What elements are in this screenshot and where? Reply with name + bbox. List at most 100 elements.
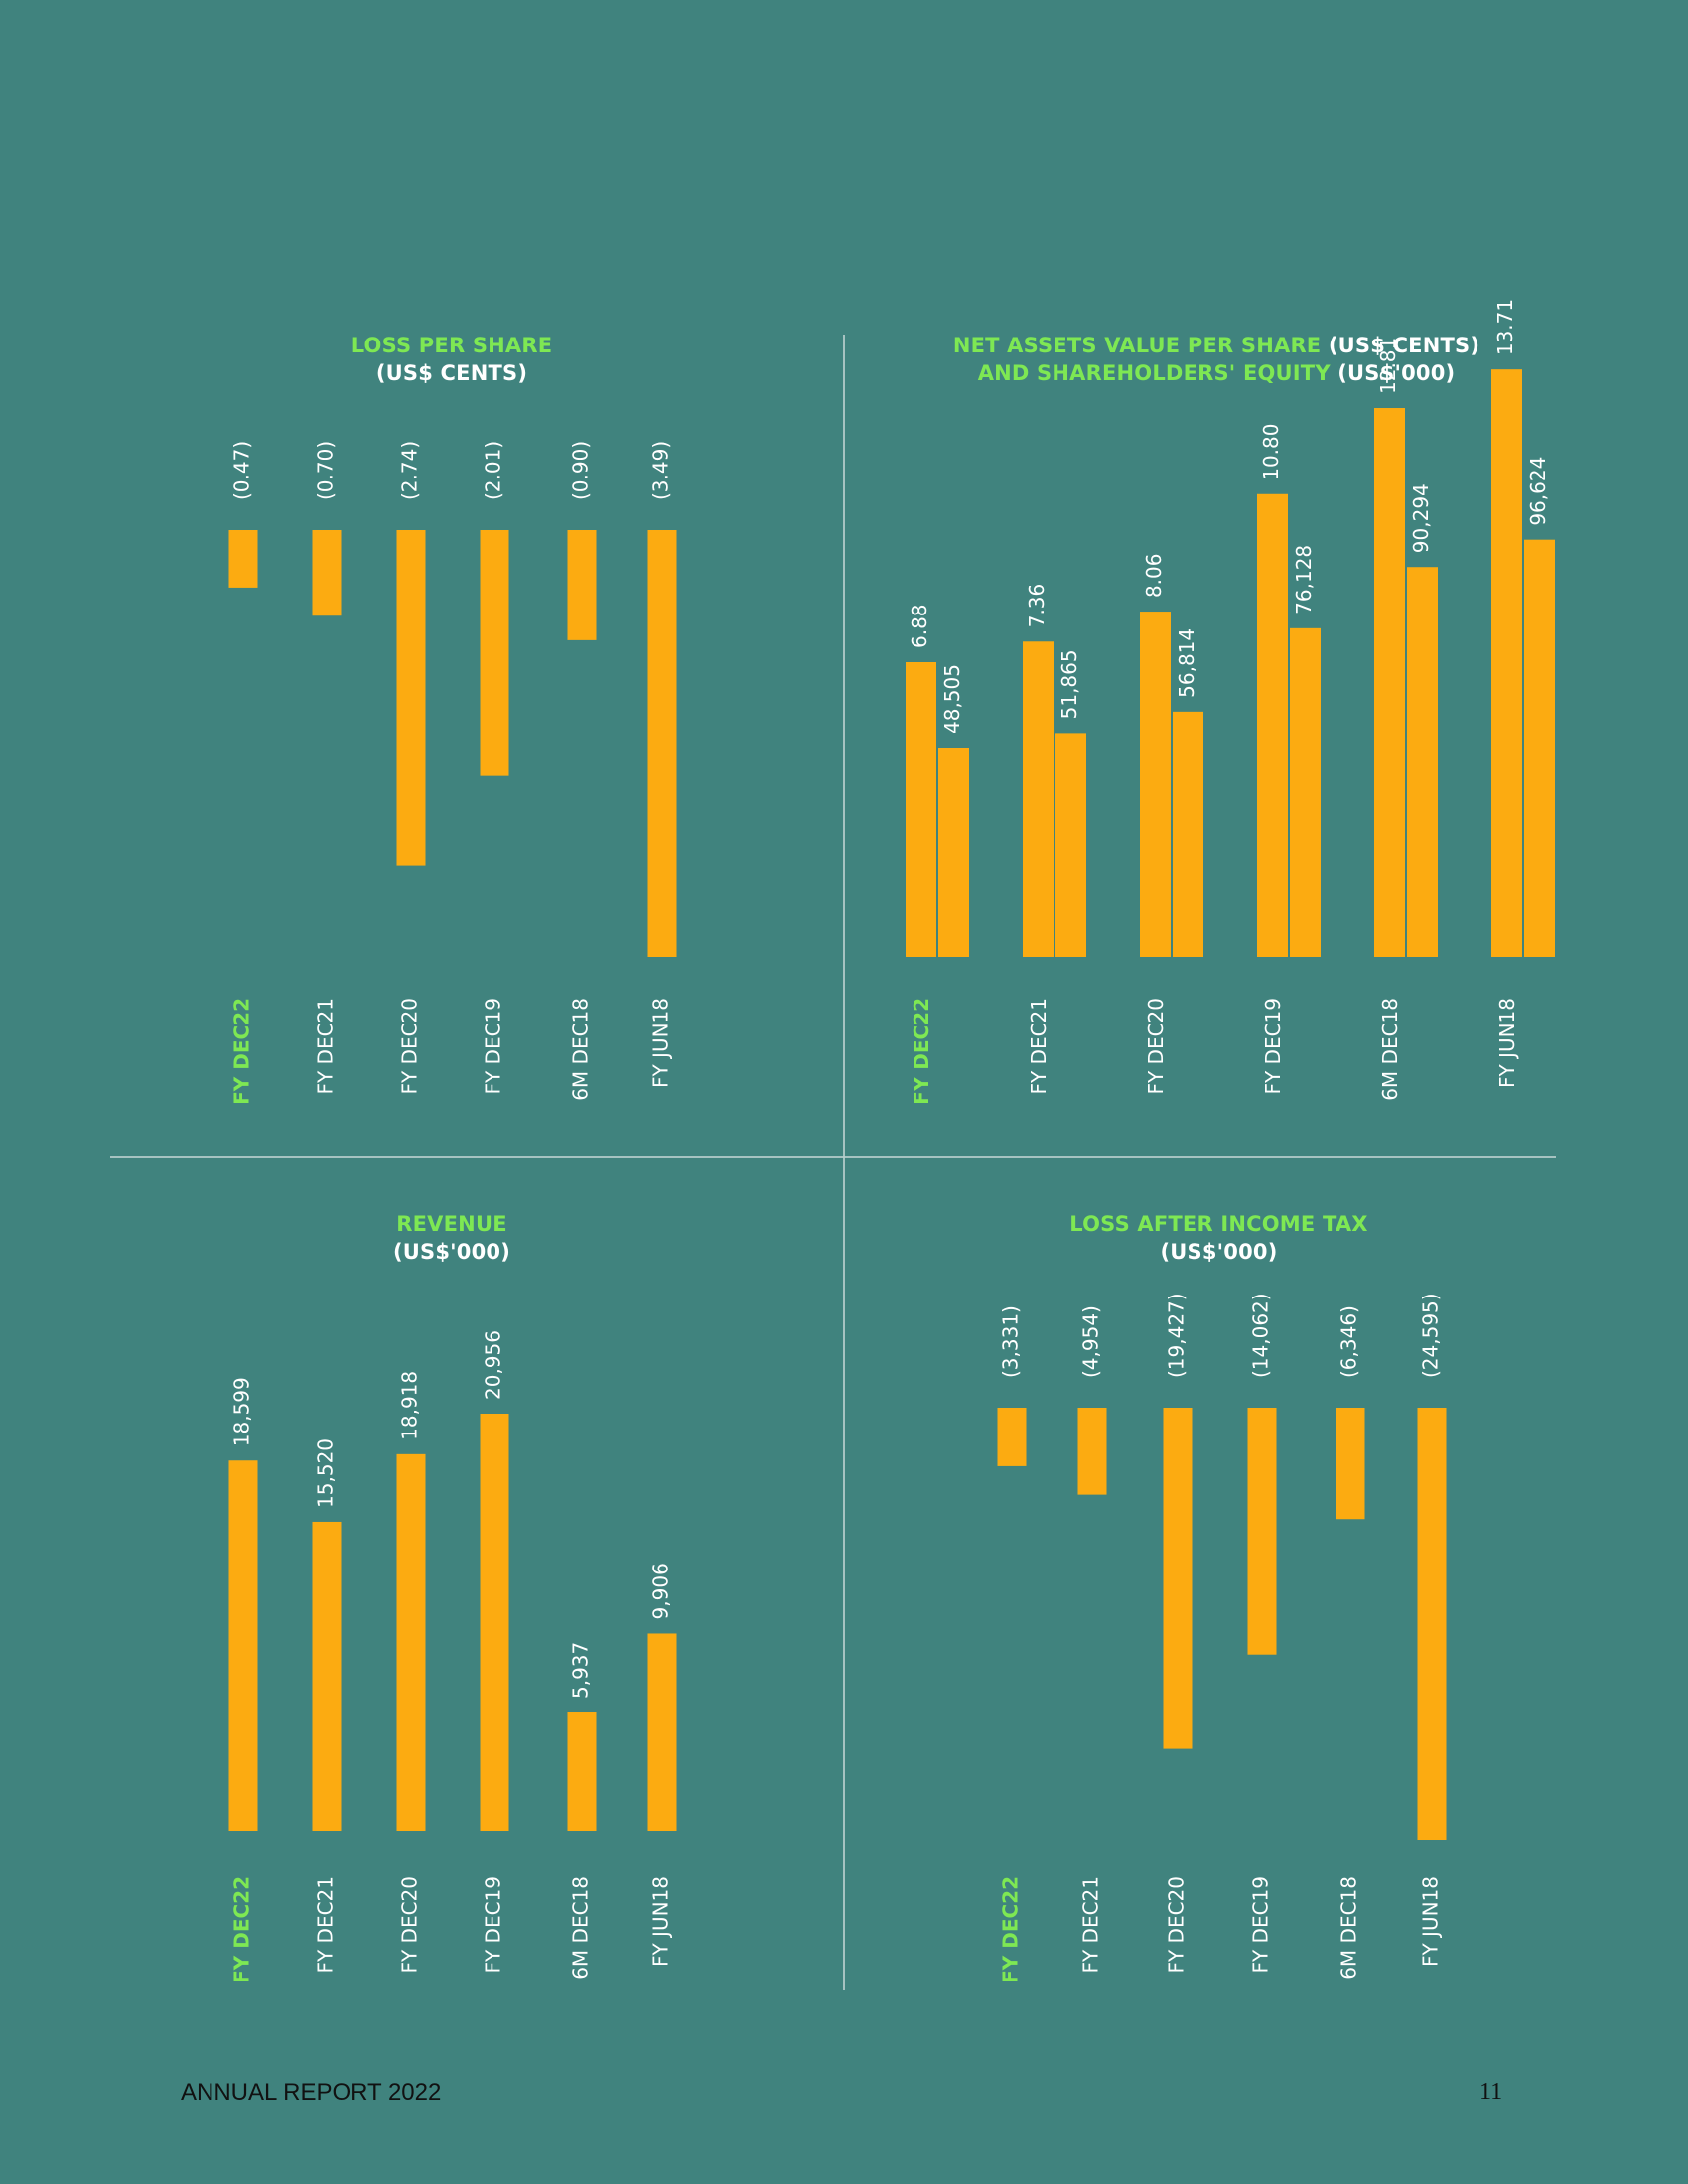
bar-1-s0-0 [906, 662, 936, 957]
bar-1-s0-5 [1491, 369, 1522, 957]
data-label-2-4: 5,937 [569, 1642, 593, 1699]
tick-label-0-1: FY DEC21 [314, 998, 338, 1095]
data-label-1-s1-5: 96,624 [1526, 457, 1550, 526]
bar-2-4 [567, 1712, 597, 1831]
tick-label-0-0: FY DEC22 [230, 998, 254, 1105]
tick-label-3-3: FY DEC19 [1249, 1876, 1273, 1974]
data-label-0-2: (2.74) [398, 441, 422, 500]
bar-2-5 [647, 1633, 677, 1831]
data-label-1-s0-1: 7.36 [1025, 584, 1049, 628]
data-label-2-3: 20,956 [482, 1330, 505, 1400]
tick-label-3-5: FY JUN18 [1419, 1876, 1443, 1967]
tick-label-3-2: FY DEC20 [1165, 1876, 1189, 1974]
tick-label-1-5: FY JUN18 [1495, 998, 1519, 1088]
data-label-0-1: (0.70) [314, 441, 338, 500]
bar-2-3 [480, 1414, 509, 1831]
nav-title-part: NET ASSETS VALUE PER SHARE [952, 334, 1322, 357]
footer-page-number: 11 [1479, 2079, 1503, 2105]
bar-0-2 [396, 530, 426, 866]
tick-label-1-2: FY DEC20 [1144, 998, 1168, 1095]
data-label-0-3: (2.01) [482, 441, 505, 500]
nav-equity-title-line-2: AND SHAREHOLDERS' EQUITY (US$'000) [894, 359, 1539, 387]
tick-label-1-0: FY DEC22 [910, 998, 933, 1105]
bar-2-0 [228, 1460, 258, 1831]
nav-equity-title-block: NET ASSETS VALUE PER SHARE (US$ CENTS) A… [894, 332, 1539, 387]
loss-after-tax-title: LOSS AFTER INCOME TAX [1069, 1212, 1368, 1236]
tick-label-2-2: FY DEC20 [398, 1876, 422, 1974]
tick-label-1-1: FY DEC21 [1027, 998, 1051, 1095]
tick-label-3-4: 6M DEC18 [1337, 1876, 1361, 1979]
bar-3-1 [1077, 1408, 1107, 1495]
data-label-3-2: (19,427) [1165, 1293, 1189, 1378]
data-label-3-5: (24,595) [1419, 1293, 1443, 1378]
tick-label-0-5: FY JUN18 [649, 998, 673, 1088]
data-label-1-s0-0: 6.88 [908, 604, 931, 648]
bar-0-5 [647, 530, 677, 957]
bar-1-s1-3 [1290, 627, 1321, 957]
data-label-1-s1-2: 56,814 [1175, 628, 1198, 698]
tick-label-0-2: FY DEC20 [398, 998, 422, 1095]
data-label-1-s0-5: 13.71 [1493, 299, 1517, 355]
loss-after-tax-subtitle: (US$'000) [1160, 1240, 1278, 1264]
footer-report-title: ANNUAL REPORT 2022 [181, 2079, 442, 2106]
loss-per-share-title: LOSS PER SHARE [351, 334, 553, 357]
bar-1-s1-0 [938, 748, 969, 957]
equity-unit-part: (US$'000) [1330, 361, 1456, 385]
tick-label-0-3: FY DEC19 [482, 998, 505, 1095]
data-label-3-3: (14,062) [1249, 1293, 1273, 1378]
bar-0-0 [228, 530, 258, 588]
equity-title-part: AND SHAREHOLDERS' EQUITY [977, 361, 1331, 385]
data-label-1-s0-3: 10.80 [1259, 424, 1283, 480]
bar-3-0 [997, 1408, 1027, 1466]
tick-label-3-0: FY DEC22 [999, 1876, 1023, 1983]
bar-2-2 [396, 1453, 426, 1831]
bar-0-4 [567, 530, 597, 640]
data-label-2-0: 18,599 [230, 1377, 254, 1446]
bar-3-3 [1247, 1408, 1277, 1655]
tick-label-2-0: FY DEC22 [230, 1876, 254, 1983]
data-label-1-s1-0: 48,505 [940, 664, 964, 734]
data-label-0-5: (3.49) [649, 441, 673, 500]
bar-1-s0-4 [1374, 408, 1405, 958]
bar-1-s0-3 [1257, 493, 1288, 957]
bar-3-5 [1417, 1408, 1447, 1840]
data-label-0-4: (0.90) [569, 441, 593, 500]
bar-1-s1-2 [1173, 711, 1203, 957]
data-label-3-1: (4,954) [1079, 1305, 1103, 1378]
data-label-1-s1-4: 90,294 [1409, 483, 1433, 553]
data-label-1-s0-4: 12.81 [1376, 338, 1400, 394]
bar-2-1 [312, 1521, 342, 1831]
tick-label-2-3: FY DEC19 [482, 1876, 505, 1974]
vertical-divider [843, 335, 845, 1990]
bar-1-s1-4 [1407, 567, 1438, 957]
loss-per-share-subtitle: (US$ CENTS) [375, 361, 528, 385]
horizontal-divider [110, 1156, 1556, 1158]
tick-label-3-1: FY DEC21 [1079, 1876, 1103, 1974]
data-label-3-0: (3,331) [999, 1305, 1023, 1378]
tick-label-2-4: 6M DEC18 [569, 1876, 593, 1979]
nav-equity-title-line-1: NET ASSETS VALUE PER SHARE (US$ CENTS) [894, 332, 1539, 359]
data-label-2-1: 15,520 [314, 1438, 338, 1508]
bar-1-s0-1 [1023, 641, 1054, 957]
tick-label-2-1: FY DEC21 [314, 1876, 338, 1974]
data-label-1-s1-1: 51,865 [1057, 649, 1081, 719]
loss-after-tax-title-block: LOSS AFTER INCOME TAX (US$'000) [993, 1210, 1445, 1266]
tick-label-1-3: FY DEC19 [1261, 998, 1285, 1095]
bar-0-3 [480, 530, 509, 776]
revenue-title: REVENUE [396, 1212, 507, 1236]
bar-1-s0-2 [1140, 612, 1171, 957]
loss-per-share-title-block: LOSS PER SHARE (US$ CENTS) [298, 332, 606, 387]
bar-0-1 [312, 530, 342, 616]
nav-unit-part: (US$ CENTS) [1321, 334, 1480, 357]
data-label-3-4: (6,346) [1337, 1305, 1361, 1378]
tick-label-1-4: 6M DEC18 [1378, 998, 1402, 1101]
revenue-subtitle: (US$'000) [392, 1240, 511, 1264]
tick-label-2-5: FY JUN18 [649, 1876, 673, 1967]
data-label-1-s1-3: 76,128 [1292, 545, 1316, 614]
bar-3-2 [1163, 1408, 1193, 1749]
tick-label-0-4: 6M DEC18 [569, 998, 593, 1101]
data-label-2-2: 18,918 [398, 1371, 422, 1440]
data-label-1-s0-2: 8.06 [1142, 554, 1166, 599]
